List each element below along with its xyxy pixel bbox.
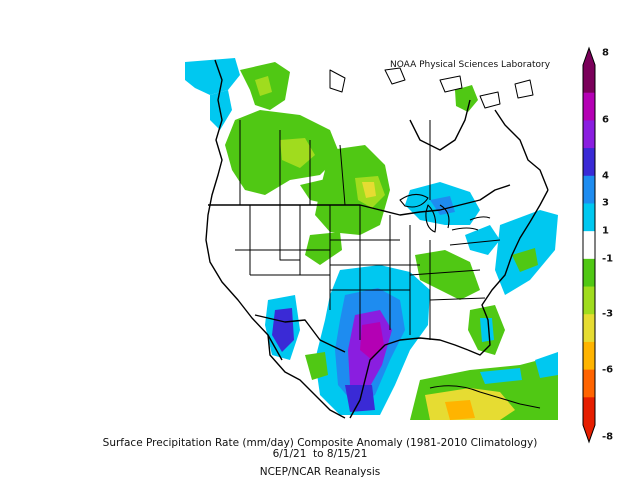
colorbar-tick-label: 3 <box>602 197 609 209</box>
colorbar-swatch <box>583 65 595 94</box>
coastlines-and-borders <box>205 59 549 419</box>
colorbar-swatch <box>583 120 595 149</box>
colorbar-swatch <box>583 231 595 260</box>
anomaly-shading <box>185 58 558 420</box>
colorbar-swatch <box>583 203 595 232</box>
colorbar-swatch <box>583 258 595 288</box>
colorbar-max-arrow <box>583 48 595 65</box>
organization-label: NOAA Physical Sciences Laboratory <box>390 60 551 70</box>
colorbar <box>582 46 596 444</box>
colorbar-tick-label: -8 <box>602 431 614 443</box>
colorbar-tick-label: 4 <box>602 170 609 182</box>
date-range: 6/1/21 to 8/15/21 <box>272 448 368 460</box>
colorbar-tick-label: -3 <box>602 308 614 320</box>
map-title: Surface Precipitation Rate (mm/day) Comp… <box>102 437 538 449</box>
colorbar-swatch <box>583 175 595 204</box>
colorbar-swatch <box>583 369 595 398</box>
colorbar-swatch <box>583 341 595 371</box>
colorbar-min-arrow <box>583 425 595 442</box>
colorbar-swatch <box>583 286 595 315</box>
colorbar-tick-label: 8 <box>602 47 609 59</box>
colorbar-swatch <box>583 314 595 343</box>
colorbar-tick-label: 6 <box>602 114 609 126</box>
data-source: NCEP/NCAR Reanalysis <box>259 466 381 478</box>
colorbar-outline <box>582 46 596 444</box>
colorbar-swatch <box>583 397 595 426</box>
colorbar-tick-label: 1 <box>602 225 609 237</box>
colorbar-swatch <box>583 148 595 177</box>
colorbar-swatch <box>583 92 595 121</box>
colorbar-tick-label: -1 <box>602 253 614 265</box>
colorbar-tick-label: -6 <box>602 364 614 376</box>
